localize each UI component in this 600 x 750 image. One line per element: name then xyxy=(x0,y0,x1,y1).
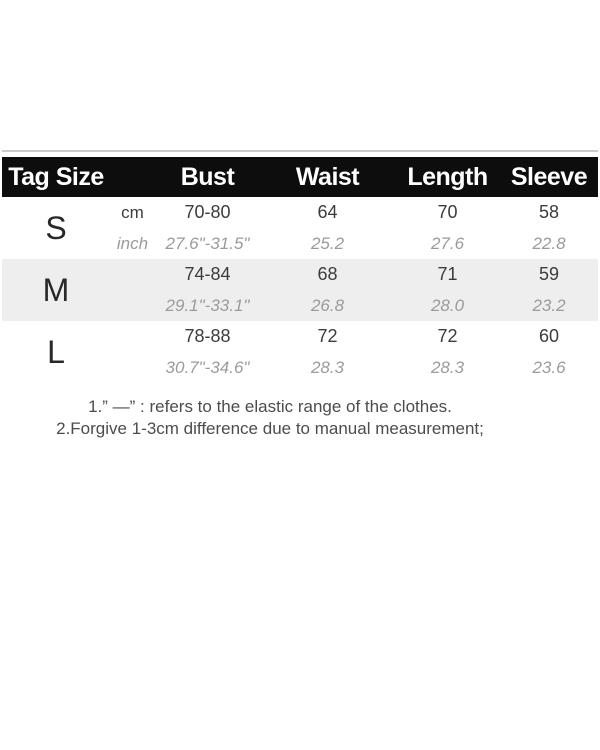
cell-s-waist-inch: 25.2 xyxy=(310,233,345,253)
cell-s-length-cm: 70 xyxy=(437,202,458,222)
table-row-s-inch: inch 27.6"-31.5" 25.2 27.6 22.8 xyxy=(2,228,598,259)
cell-s-sleeve-inch: 22.8 xyxy=(532,233,566,253)
table-header-row: Tag Size Bust Waist Length Sleeve xyxy=(2,157,598,197)
cell-l-sleeve-cm: 60 xyxy=(538,326,560,346)
table-row-l-cm: L 78-88 72 72 60 xyxy=(2,321,598,370)
header-sleeve: Sleeve xyxy=(500,157,598,197)
cell-s-bust-cm: 70-80 xyxy=(184,202,231,222)
cell-m-waist-inch: 26.8 xyxy=(310,295,345,315)
cell-s-length-inch: 27.6 xyxy=(430,233,465,253)
cell-m-bust-inch: 29.1"-33.1" xyxy=(165,295,250,315)
size-label-l: L xyxy=(47,333,65,370)
size-label-s: S xyxy=(45,209,67,246)
table-row-m-cm: M 74-84 68 71 59 xyxy=(2,259,598,308)
cell-s-bust-inch: 27.6"-31.5" xyxy=(165,233,250,253)
unit-label-l-cm xyxy=(110,321,155,352)
header-length: Length xyxy=(395,157,500,197)
header-bust: Bust xyxy=(155,157,260,197)
cell-l-length-cm: 72 xyxy=(437,326,458,346)
cell-l-waist-cm: 72 xyxy=(317,326,338,346)
unit-label-cm: cm xyxy=(121,202,144,222)
note-elastic-range: 1.” —” : refers to the elastic range of … xyxy=(88,397,452,416)
unit-label-m-cm xyxy=(110,259,155,290)
cell-s-waist-cm: 64 xyxy=(317,202,338,222)
size-chart: Tag Size Bust Waist Length Sleeve S cm 7… xyxy=(2,150,598,440)
unit-label-l-inch xyxy=(110,352,155,383)
table-row-l-inch: 30.7"-34.6" 28.3 28.3 23.6 xyxy=(2,352,598,383)
cell-m-length-cm: 71 xyxy=(437,264,458,284)
cell-l-bust-cm: 78-88 xyxy=(184,326,231,346)
unit-label-m-inch xyxy=(110,290,155,321)
header-waist: Waist xyxy=(260,157,395,197)
top-divider xyxy=(2,150,598,152)
cell-m-sleeve-inch: 23.2 xyxy=(532,295,566,315)
note-manual-measurement: 2.Forgive 1-3cm difference due to manual… xyxy=(56,419,484,438)
cell-m-bust-cm: 74-84 xyxy=(184,264,231,284)
cell-m-sleeve-cm: 59 xyxy=(538,264,560,284)
header-unit-spacer xyxy=(110,157,155,197)
cell-l-waist-inch: 28.3 xyxy=(310,357,345,377)
table-row-s-cm: S cm 70-80 64 70 58 xyxy=(2,197,598,246)
cell-m-length-inch: 28.0 xyxy=(430,295,465,315)
cell-l-sleeve-inch: 23.6 xyxy=(532,357,566,377)
cell-s-sleeve-cm: 58 xyxy=(538,202,560,222)
cell-m-waist-cm: 68 xyxy=(317,264,338,284)
cell-l-bust-inch: 30.7"-34.6" xyxy=(165,357,250,377)
unit-label-inch: inch xyxy=(116,233,149,253)
cell-l-length-inch: 28.3 xyxy=(430,357,465,377)
size-table: Tag Size Bust Waist Length Sleeve S cm 7… xyxy=(2,157,598,383)
footnotes: 1.” —” : refers to the elastic range of … xyxy=(2,396,538,440)
size-label-m: M xyxy=(42,271,70,308)
header-tag-size: Tag Size xyxy=(2,157,110,197)
